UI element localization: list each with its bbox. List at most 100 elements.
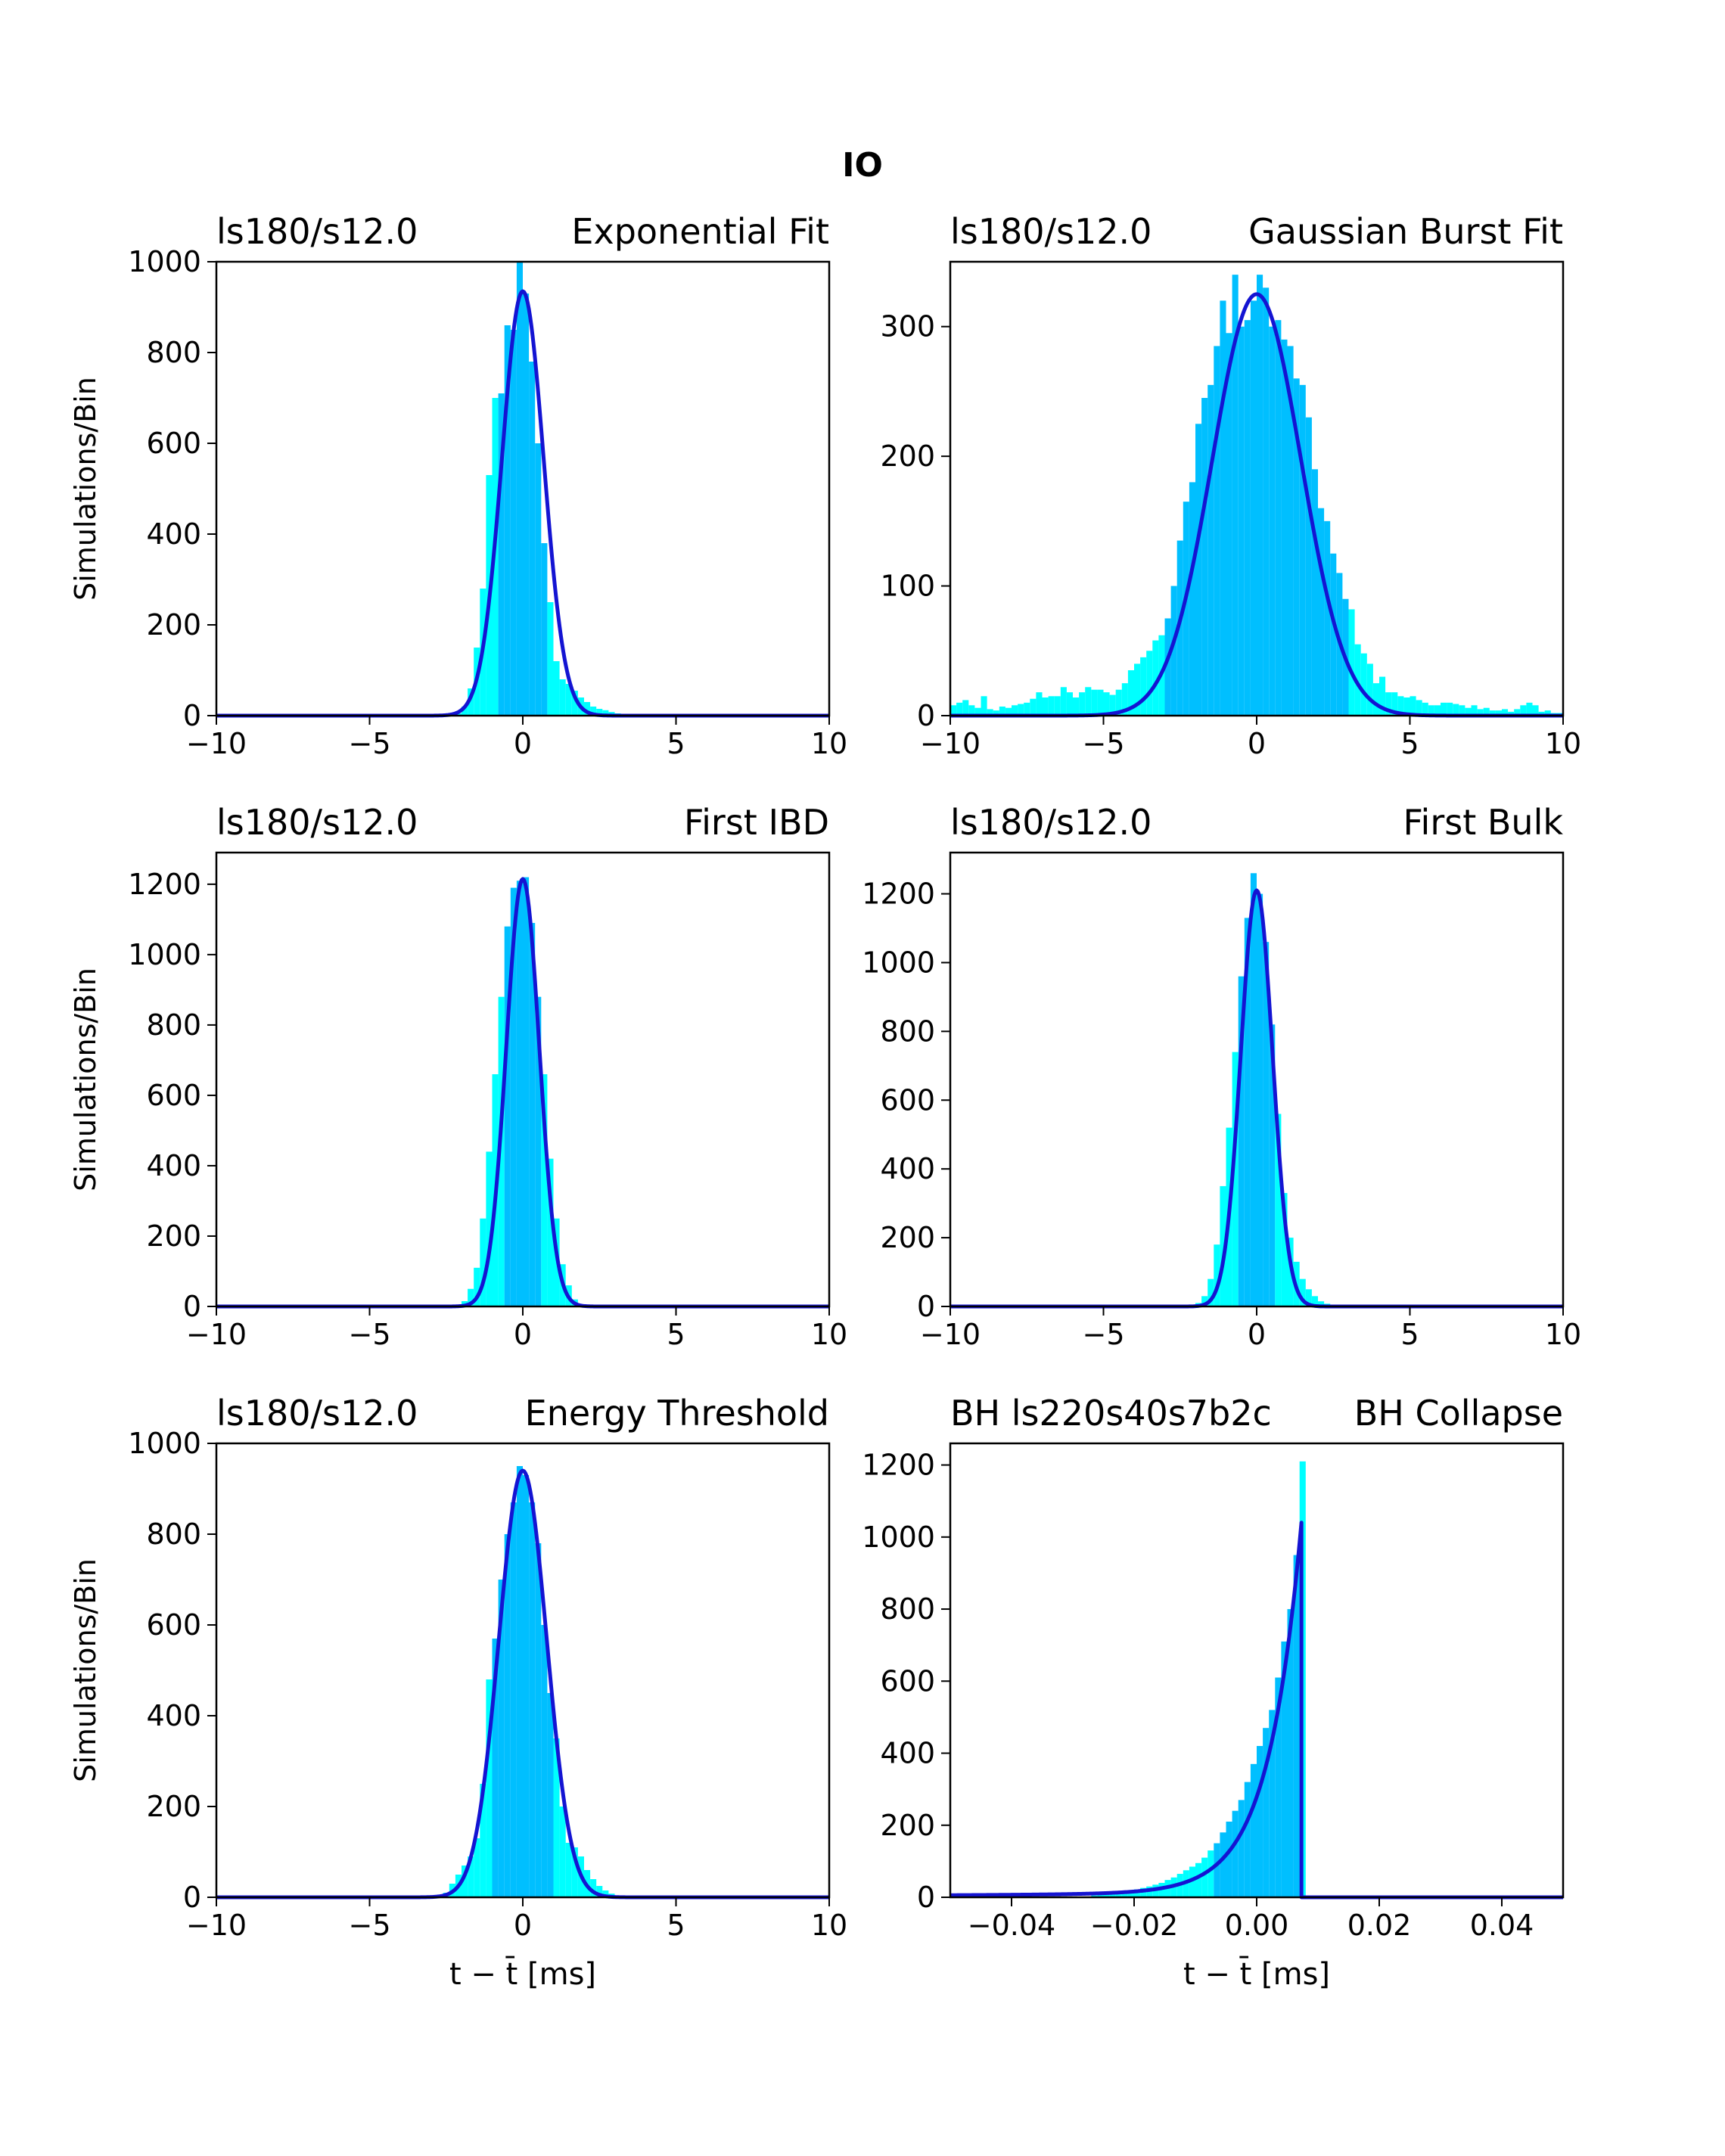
histogram-bar — [1434, 705, 1441, 716]
histogram-bar — [1508, 711, 1515, 716]
histogram-bar — [1109, 694, 1116, 716]
histogram-bar — [1366, 663, 1373, 716]
histogram-bar — [498, 996, 505, 1306]
histogram-bar — [1005, 707, 1012, 716]
histogram-bar — [1048, 696, 1055, 716]
histogram-bar — [1293, 378, 1300, 716]
histogram-bar — [1520, 705, 1527, 716]
y-tick-label: 1000 — [128, 245, 201, 278]
histogram-bar — [1281, 1193, 1288, 1306]
histogram-bar — [541, 543, 548, 716]
histogram-bar — [1348, 609, 1355, 716]
histogram-bar — [1121, 683, 1128, 716]
histogram-bar — [1299, 1278, 1306, 1306]
histogram-bar — [523, 877, 530, 1306]
x-tick-label: 5 — [667, 1318, 685, 1351]
y-tick-label: 800 — [146, 1518, 201, 1551]
histogram-bar — [1018, 704, 1024, 716]
histogram-bar — [1299, 384, 1306, 716]
histogram-bar — [1134, 1889, 1141, 1897]
histogram-bar — [462, 1866, 468, 1897]
y-tick-label: 1000 — [128, 938, 201, 971]
y-tick-label: 1000 — [862, 1521, 935, 1554]
histogram-bar — [1140, 657, 1147, 716]
histogram-bar — [1214, 346, 1220, 716]
x-tick-label: −5 — [348, 1318, 390, 1351]
histogram-bar — [462, 707, 468, 716]
y-tick-label: 1000 — [128, 1427, 201, 1460]
histogram-bar — [1305, 417, 1312, 716]
x-tick-label: −5 — [1082, 1318, 1124, 1351]
histogram-bar — [1324, 520, 1331, 716]
histogram-bar — [486, 1151, 493, 1306]
x-tick-label: 10 — [811, 1909, 847, 1942]
histogram-bar — [547, 602, 554, 716]
panel-title-right: First Bulk — [1403, 802, 1563, 843]
histogram-bar — [1441, 702, 1447, 716]
histogram-bar — [987, 709, 993, 716]
histogram-bar — [1257, 275, 1263, 716]
histogram-bar — [1085, 687, 1092, 716]
histogram-bar — [498, 1580, 505, 1897]
x-tick-label: 0.04 — [1470, 1909, 1534, 1942]
y-tick-label: 200 — [880, 440, 935, 473]
histogram-bar — [981, 696, 987, 716]
panel-title-right: BH Collapse — [1354, 1393, 1563, 1434]
panel-title-left: ls180/s12.0 — [216, 211, 418, 252]
y-tick-label: 600 — [880, 1083, 935, 1117]
histogram-bar — [602, 710, 609, 716]
histogram-bar — [1281, 339, 1288, 716]
histogram-bar — [1287, 1609, 1294, 1897]
histogram-bar — [1146, 1886, 1153, 1897]
y-tick-label: 200 — [146, 608, 201, 642]
histogram-bar — [1214, 1843, 1220, 1897]
histogram-bar — [1483, 707, 1490, 716]
histogram-bar — [1073, 697, 1080, 716]
histogram-bar — [468, 1856, 474, 1897]
histogram-bar — [1183, 502, 1189, 716]
x-tick-label: 10 — [1545, 727, 1581, 760]
histogram-bar — [504, 1534, 511, 1897]
histogram-bar — [480, 1784, 486, 1897]
histogram-bar — [956, 702, 963, 716]
histogram-bar — [510, 887, 517, 1306]
histogram-bar — [1305, 1289, 1312, 1306]
histogram-bar — [1275, 1677, 1282, 1897]
histogram-bar — [1024, 702, 1030, 716]
histogram-bar — [535, 443, 542, 716]
y-axis-label: Simulations/Bin — [69, 968, 102, 1191]
histogram-bar — [1208, 1278, 1214, 1306]
histogram-bar — [504, 325, 511, 716]
histogram-bar — [535, 996, 542, 1306]
histogram-bar — [474, 1838, 480, 1897]
histogram-bar — [455, 713, 462, 716]
histogram-bar — [1538, 711, 1545, 716]
histogram-bar — [1477, 709, 1484, 716]
x-tick-label: 10 — [811, 1318, 847, 1351]
x-tick-label: 0 — [514, 727, 532, 760]
histogram-bar — [541, 1625, 548, 1897]
x-tick-label: −10 — [920, 1318, 981, 1351]
y-axis-label: Simulations/Bin — [69, 1558, 102, 1782]
histogram-bar — [1226, 333, 1232, 716]
histogram-bar — [1232, 1052, 1239, 1306]
histogram-bar — [974, 707, 981, 716]
histogram-bar — [1471, 705, 1478, 716]
histogram-bar — [1410, 696, 1416, 716]
panel-title-left: ls180/s12.0 — [950, 802, 1152, 843]
histogram-bar — [1232, 275, 1239, 716]
histogram-bar — [1275, 320, 1282, 716]
histogram-bar — [498, 393, 505, 716]
histogram-bar — [968, 705, 975, 716]
x-tick-label: 5 — [1400, 1318, 1419, 1351]
x-tick-label: 0 — [1248, 1318, 1266, 1351]
histogram-bar — [516, 1466, 523, 1897]
histogram-bar — [1330, 553, 1337, 716]
histogram-bar — [1311, 469, 1318, 716]
x-tick-label: 0 — [514, 1909, 532, 1942]
histogram-bar — [1134, 663, 1141, 716]
histogram-bar — [1238, 976, 1245, 1306]
histogram-bar — [1036, 692, 1043, 716]
histogram-bar — [1403, 697, 1410, 716]
histogram-bar — [1189, 1866, 1195, 1897]
